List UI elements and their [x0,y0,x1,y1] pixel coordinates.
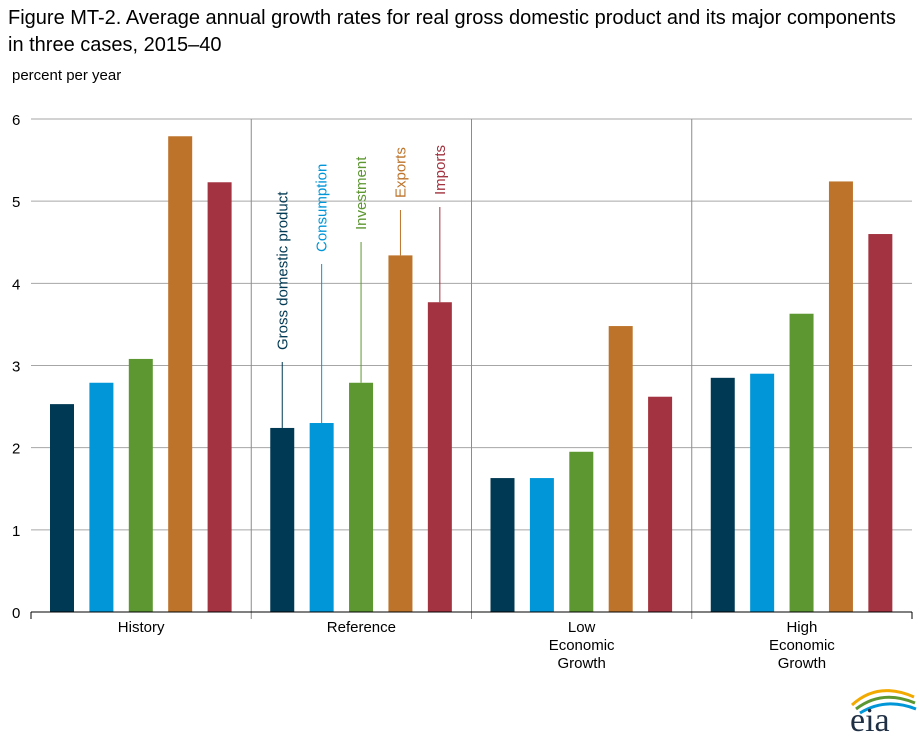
x-category-label: High [786,619,817,636]
bar-consumption [750,373,775,612]
y-tick-label: 6 [12,112,20,129]
group-separators [250,119,693,619]
series-labels: Gross domestic product Consumption Investm… [274,145,449,428]
bar-exports [828,181,853,613]
x-category-label: Growth [557,655,605,672]
series-label: Gross domestic product [274,191,291,350]
bar-gross-domestic-product [270,427,295,612]
bar-investment [128,358,153,612]
bar-exports [388,255,413,612]
bar-imports [868,234,893,613]
bar-investment [789,313,814,612]
bar-exports [608,326,633,612]
series-label: Investment [353,156,370,230]
y-tick-label: 4 [12,276,20,293]
bar-investment [349,382,374,612]
eia-logo: eia [850,689,917,735]
x-category-labels: History Reference LowEconomicGrowthHighEco… [118,619,836,672]
bar-gross-domestic-product [50,404,74,612]
x-category-label: History [118,619,165,636]
bar-imports [427,302,452,612]
x-axis [30,611,913,619]
bar-gross-domestic-product [490,478,515,612]
bar-consumption [309,423,334,612]
x-category-label: Growth [778,655,826,672]
y-tick-label: 5 [12,194,20,211]
series-label: Consumption [314,164,331,252]
bar-exports [168,136,193,612]
y-tick-labels: 0 1 2 3 4 5 6 [12,112,20,622]
x-category-label: Reference [327,619,396,636]
bar-consumption [89,382,114,612]
y-tick-label: 1 [12,523,20,540]
y-tick-label: 0 [12,605,20,622]
y-tick-label: 2 [12,441,20,458]
chart-title: Figure MT-2. Average annual growth rates… [8,7,896,56]
series-label: Exports [392,147,409,198]
bar-gross-domestic-product [710,377,735,612]
x-category-label: Economic [769,637,835,654]
x-category-label: Low [568,619,596,636]
bar-consumption [529,478,554,612]
eia-logo-text: eia [850,702,890,735]
bar-imports [648,396,673,612]
series-label: Imports [432,145,449,195]
y-tick-label: 3 [12,359,20,376]
bar-investment [569,451,594,612]
y-axis-label: percent per year [12,67,122,84]
bars [50,136,893,613]
x-category-label: Economic [549,637,615,654]
bar-imports [207,182,232,613]
